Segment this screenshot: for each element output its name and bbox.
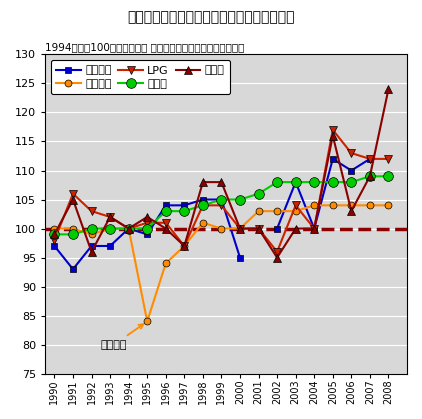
Text: 1994年度を100とした指数の 大阪府・京都府に対する相対指数: 1994年度を100とした指数の 大阪府・京都府に対する相対指数: [45, 42, 244, 52]
Text: 震災前後の兵庫県家計部門最終消費指数推移: 震災前後の兵庫県家計部門最終消費指数推移: [127, 10, 295, 24]
Legend: ガソリン, 都市ガス, LPG, 電　力, 灯　油: ガソリン, 都市ガス, LPG, 電 力, 灯 油: [51, 60, 230, 94]
Text: 都市ガス: 都市ガス: [101, 324, 143, 350]
